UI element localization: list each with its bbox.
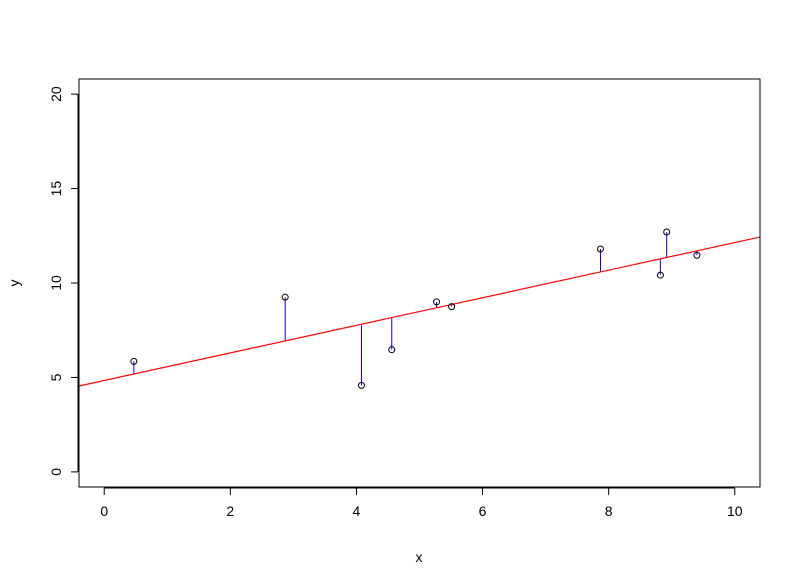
data-point-5: [433, 298, 441, 306]
data-point-7: [596, 245, 604, 253]
plot-frame: [78, 78, 761, 488]
y-tick-label-15: 15: [48, 181, 64, 197]
x-tick-label-6: 6: [479, 503, 487, 519]
x-axis-label: x: [416, 549, 423, 565]
y-axis-label: y: [6, 280, 22, 287]
x-tick-label-4: 4: [353, 503, 361, 519]
x-tick-label-10: 10: [727, 503, 743, 519]
x-tick-label-8: 8: [605, 503, 613, 519]
regression-line: [79, 236, 760, 387]
x-tick-label-2: 2: [226, 503, 234, 519]
y-tick-label-5: 5: [48, 373, 64, 381]
x-tick-label-0: 0: [100, 503, 108, 519]
data-point-2: [281, 293, 289, 301]
data-point-6: [448, 303, 456, 311]
data-point-8: [656, 271, 664, 279]
data-point-3: [357, 381, 365, 389]
y-tick-label-0: 0: [48, 468, 64, 476]
data-point-4: [388, 346, 396, 354]
y-tick-label-20: 20: [48, 86, 64, 102]
y-tick-label-10: 10: [48, 275, 64, 291]
data-point-1: [130, 357, 138, 365]
data-point-10: [693, 251, 701, 259]
data-point-9: [663, 228, 671, 236]
